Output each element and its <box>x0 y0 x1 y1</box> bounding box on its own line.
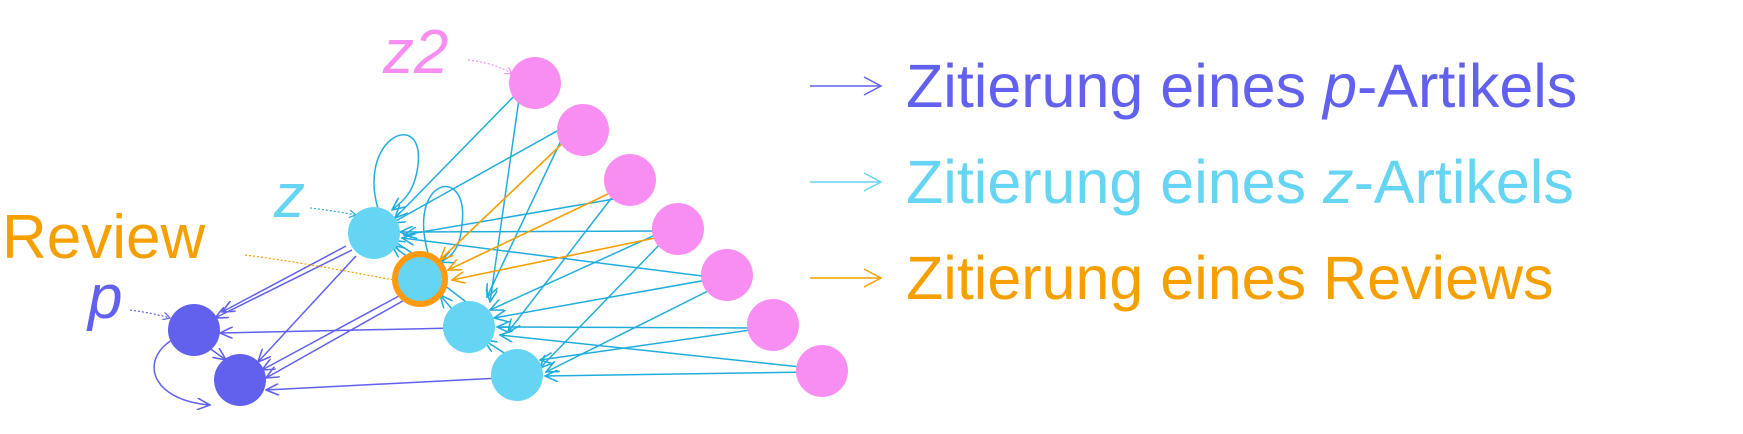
edge-z2c-to-zd <box>508 186 621 332</box>
node-labels: z2 z Review p <box>2 18 448 332</box>
node-z-a <box>348 207 400 259</box>
citation-network: z2 z Review p <box>2 18 848 434</box>
legend-italic-p: p <box>1323 51 1357 120</box>
edge-z2c-to-za <box>404 197 621 235</box>
legend-row-z: Zitierung eines z-Artikels <box>810 134 1577 230</box>
edge-z2b-to-za <box>392 125 567 223</box>
edge-z2e-to-zd <box>546 285 719 372</box>
node-p-b <box>214 354 266 406</box>
node-z2-a <box>509 57 561 109</box>
legend-text-z: Zitierung eines z-Artikels <box>906 151 1574 213</box>
edge-zd-to-pb <box>266 377 501 390</box>
edge-z2b-to-review <box>440 139 567 260</box>
edge-za-to-pa-2 <box>222 245 347 312</box>
label-z2: z2 <box>382 18 448 87</box>
edge-z2d-to-za <box>400 231 665 232</box>
node-z-c <box>491 349 543 401</box>
legend-pre-p: Zitierung eines <box>906 51 1324 120</box>
edge-z2c-to-review <box>448 192 611 270</box>
node-p-a <box>168 304 220 356</box>
edge-z2d-to-zd <box>540 239 665 368</box>
node-z2-f <box>747 299 799 351</box>
z2-label-pointer <box>467 59 512 74</box>
label-review: Review <box>2 203 206 272</box>
legend-italic-z: z <box>1323 147 1354 216</box>
node-z2-e <box>701 249 753 301</box>
edge-zc-to-pa <box>220 328 456 333</box>
arrow-icon-z <box>810 172 883 192</box>
edge-z2f-to-zc <box>497 327 766 328</box>
edge-z2g-to-zd <box>545 372 811 376</box>
nodes <box>168 57 848 406</box>
arrow-icon-review <box>810 268 883 288</box>
label-pointers <box>129 59 512 318</box>
edge-z2e-to-zc <box>494 277 719 318</box>
node-z2-d <box>652 203 704 255</box>
node-z2-g <box>796 345 848 397</box>
legend-pre-review: Zitierung eines Reviews <box>906 243 1554 312</box>
legend-row-p: Zitierung eines p-Artikels <box>810 38 1577 134</box>
edge-z2a-to-za <box>395 89 521 218</box>
legend-post-z: -Artikels <box>1353 147 1574 216</box>
review-label-pointer <box>244 254 405 282</box>
z-label-pointer <box>309 207 356 215</box>
edge-za-to-pb <box>258 255 357 362</box>
node-z2-b <box>557 104 609 156</box>
edge-z2d-to-review <box>452 237 656 280</box>
legend-text-p: Zitierung eines p-Artikels <box>906 55 1577 117</box>
legend-text-review: Zitierung eines Reviews <box>906 247 1554 309</box>
legend-pre-z: Zitierung eines <box>906 147 1324 216</box>
p-label-pointer <box>129 309 170 318</box>
node-z-b <box>443 301 495 353</box>
legend: Zitierung eines p-Artikels Zitierung ein… <box>810 38 1577 326</box>
review-citation-edges <box>440 139 656 280</box>
edge-z2d-to-zc <box>490 230 665 310</box>
edge-za-self-loop <box>373 134 420 221</box>
edge-za-to-pa <box>215 249 353 318</box>
edge-z2g-to-zc <box>500 335 811 369</box>
legend-row-review: Zitierung eines Reviews <box>810 230 1577 326</box>
node-review <box>392 251 448 307</box>
edge-z2f-to-zd <box>540 327 766 360</box>
edge-pa-to-pb-loop <box>153 339 210 405</box>
label-p: p <box>86 263 122 332</box>
label-z: z <box>273 162 305 231</box>
node-z2-c <box>604 154 656 206</box>
legend-post-p: -Artikels <box>1357 51 1578 120</box>
arrow-icon-p <box>810 76 883 96</box>
